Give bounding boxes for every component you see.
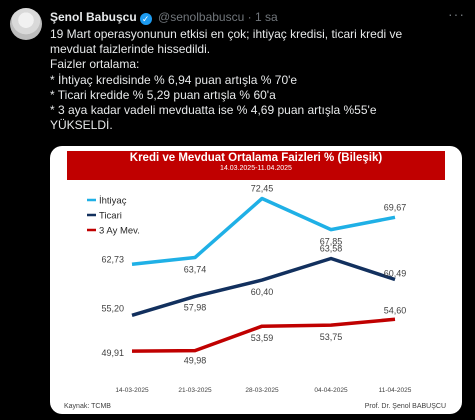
verified-badge-icon: ✓ [139, 13, 152, 25]
x-tick-label: 21-03-2025 [178, 387, 212, 394]
data-label: 63,74 [184, 264, 207, 274]
data-label: 60,40 [251, 287, 274, 297]
more-options-icon[interactable]: ··· [448, 6, 465, 22]
legend-label: İhtiyaç [99, 196, 127, 207]
chart-title-banner: Kredi ve Mevduat Ortalama Faizleri % (Bi… [67, 151, 445, 180]
tweet-line: * İhtiyaç kredisinde % 6,94 puan artışla… [50, 72, 298, 87]
data-label: 49,98 [184, 356, 207, 366]
data-label: 55,20 [101, 303, 124, 313]
tweet-time[interactable]: 1 sa [254, 10, 278, 24]
chart-credit: Prof. Dr. Şenol BABUŞCU [365, 403, 446, 410]
tweet-line: * Ticari kredide % 5,29 puan artışla % 6… [50, 87, 276, 102]
author-handle[interactable]: @senolbabuscu [158, 10, 245, 24]
tweet-line: mevduat faizlerinde hissedildi. [50, 42, 211, 57]
data-label: 57,98 [184, 302, 207, 312]
series-line-1 [131, 256, 396, 317]
data-label: 63,58 [320, 244, 343, 254]
data-label: 53,59 [251, 333, 274, 343]
tweet-text: 19 Mart operasyonunun etkisi en çok; iht… [50, 27, 460, 133]
data-label: 69,67 [384, 202, 407, 212]
separator: · [247, 10, 252, 24]
legend-label: Ticari [99, 211, 122, 222]
tweet-line: * 3 aya kadar vadeli mevduatta ise % 4,6… [50, 103, 377, 118]
legend-label: 3 Ay Mev. [99, 226, 140, 237]
line-chart: 62,73 63,74 72,45 67,85 69,67 İhtiyaç 55,20 57,… [64, 183, 446, 410]
tweet-line: Faizler ortalama: [50, 57, 140, 72]
data-label: 54,60 [384, 305, 407, 315]
data-label: 53,75 [320, 332, 343, 342]
series-line-2 [131, 317, 396, 353]
author-name[interactable]: Şenol Babuşcu [50, 10, 137, 24]
tweet-header: Şenol Babuşcu ✓ @senolbabuscu · 1 sa [50, 10, 278, 25]
data-label: 60,49 [384, 268, 407, 278]
data-label: 62,73 [101, 254, 124, 264]
x-tick-label: 14-03-2025 [115, 387, 149, 394]
chart-subtitle: 14.03.2025-11.04.2025 [220, 165, 292, 172]
data-label: 49,91 [101, 348, 124, 358]
chart-image[interactable]: Kredi ve Mevduat Ortalama Faizleri % (Bi… [50, 146, 462, 414]
chart-title: Kredi ve Mevduat Ortalama Faizleri % (Bi… [129, 152, 383, 164]
avatar[interactable] [10, 8, 42, 40]
series-line-0 [131, 196, 396, 267]
tweet-line: 19 Mart operasyonunun etkisi en çok; iht… [50, 27, 403, 41]
data-label: 72,45 [251, 183, 274, 193]
tweet-line: YÜKSELDİ. [50, 118, 113, 133]
chart-source: Kaynak: TCMB [64, 403, 111, 410]
x-tick-label: 11-04-2025 [379, 387, 412, 394]
data-label: 67,85 [320, 237, 343, 247]
x-tick-label: 04-04-2025 [314, 387, 348, 394]
x-tick-label: 28-03-2025 [245, 387, 279, 394]
